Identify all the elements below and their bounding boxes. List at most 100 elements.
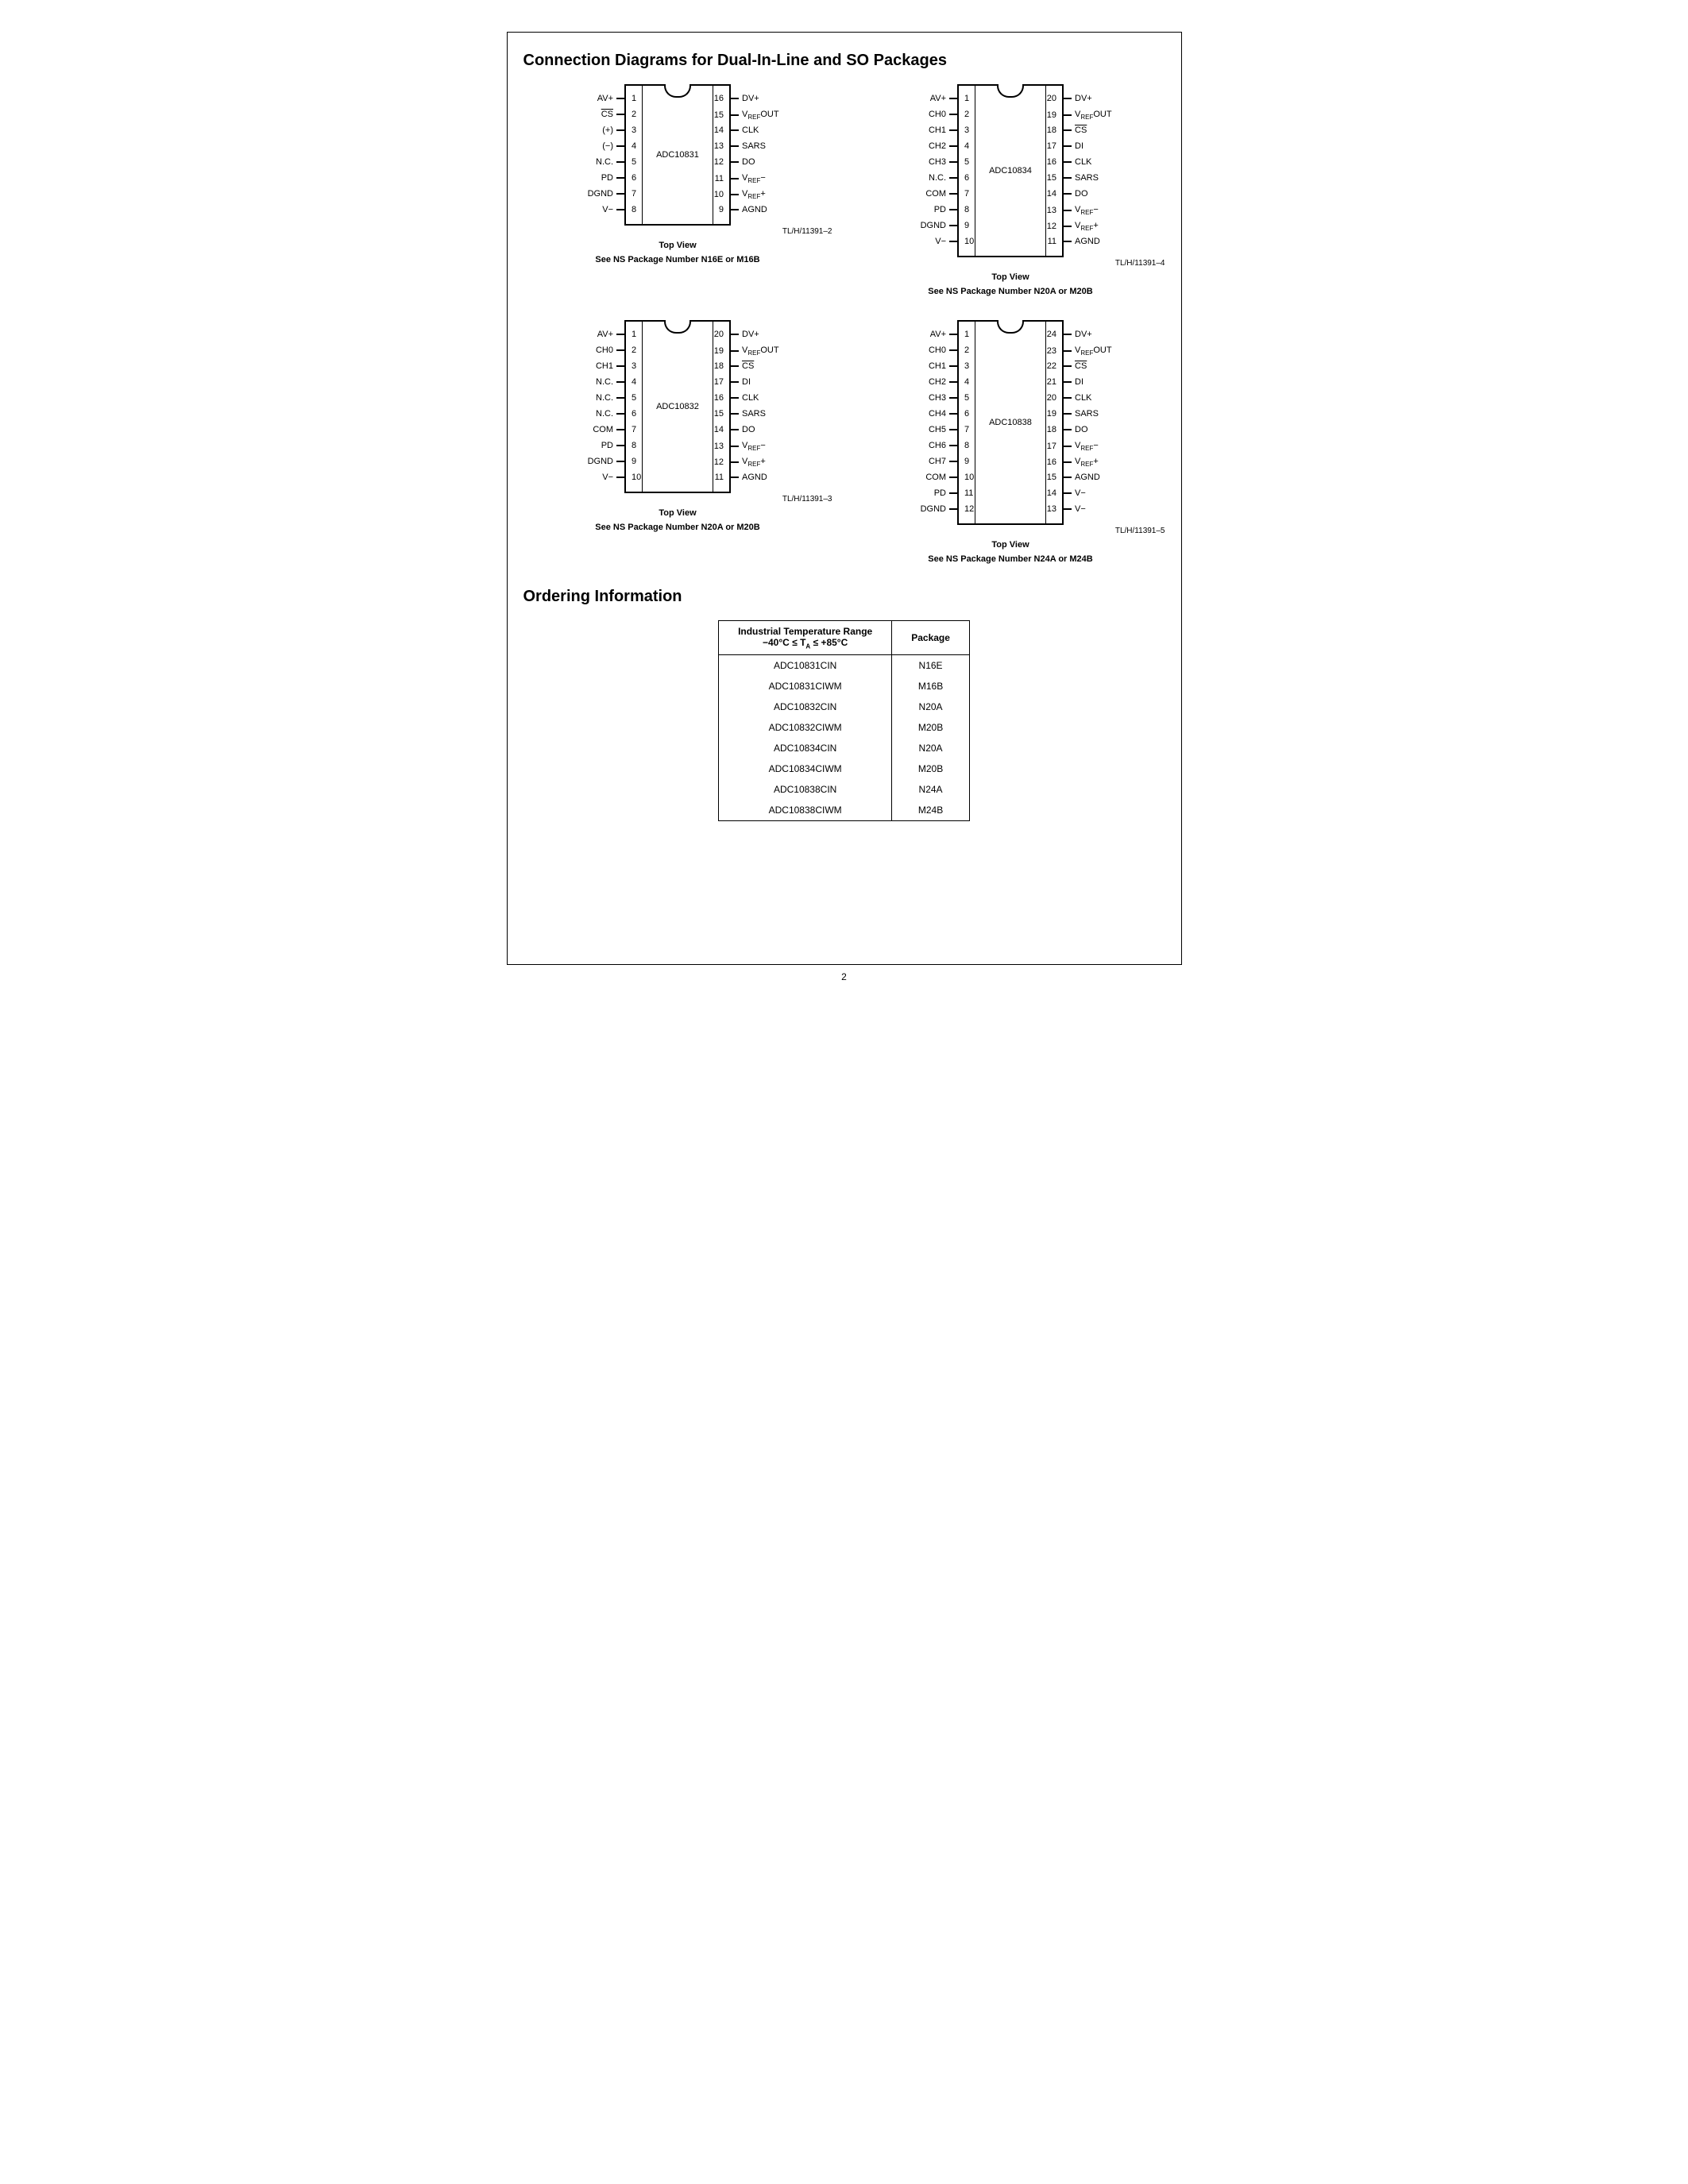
- pin: COM7: [911, 189, 959, 199]
- ordering-table: Industrial Temperature Range −40°C ≤ TA …: [718, 620, 970, 821]
- pin: 14V−: [1062, 488, 1110, 498]
- ordering-title: Ordering Information: [523, 588, 1165, 606]
- pin: V−10: [911, 237, 959, 246]
- pin-number: 16: [709, 93, 726, 104]
- pin: 14DO: [1062, 189, 1110, 199]
- pin-lead-icon: [949, 445, 959, 446]
- pin-number: 1: [962, 329, 979, 340]
- pin-lead-icon: [729, 350, 739, 352]
- pin-label: DGND: [911, 221, 949, 230]
- pin-number: 11: [962, 488, 979, 499]
- pin-lead-icon: [729, 194, 739, 195]
- pin-number: 7: [629, 188, 647, 199]
- pin: 14DO: [729, 425, 777, 434]
- pin-number: 10: [629, 472, 647, 483]
- pin-lead-icon: [1062, 241, 1072, 242]
- pin-label: VREFOUT: [1072, 345, 1115, 357]
- pin: 16CLK: [729, 393, 777, 403]
- pin-number: 12: [709, 457, 726, 468]
- pin-lead-icon: [949, 241, 959, 242]
- pin: CH02: [911, 110, 959, 119]
- pin-number: 18: [709, 361, 726, 372]
- chip-body: ADC10831AV+1CS2(+)3(−)4N.C.5PD6DGND7V−81…: [624, 84, 731, 226]
- table-row: ADC10831CINN16E: [719, 655, 970, 677]
- pin: 15SARS: [1062, 173, 1110, 183]
- pin-number: 9: [962, 456, 979, 467]
- pin-lead-icon: [616, 209, 626, 210]
- pin-number: 10: [962, 236, 979, 247]
- pin-number: 11: [1041, 236, 1059, 247]
- pin-number: 16: [1041, 457, 1059, 468]
- pin: (+)3: [578, 125, 626, 135]
- figure-reference: TL/H/11391–2: [782, 227, 832, 236]
- pin-label: CH0: [911, 110, 949, 119]
- chip-diagram: ADC10832AV+1CH02CH13N.C.4N.C.5N.C.6COM7P…: [523, 320, 832, 564]
- pin-label: CH6: [911, 441, 949, 450]
- pin-number: 10: [962, 472, 979, 483]
- pin-number: 7: [629, 424, 647, 435]
- pin-number: 2: [962, 109, 979, 120]
- pin-lead-icon: [949, 129, 959, 131]
- pin: 11AGND: [729, 473, 777, 482]
- pin-number: 15: [709, 110, 726, 121]
- pin-lead-icon: [949, 98, 959, 99]
- package-note: See NS Package Number N24A or M24B: [928, 554, 1092, 564]
- pin-number: 13: [1041, 504, 1059, 515]
- pin: CS2: [578, 110, 626, 119]
- pin-label: COM: [911, 473, 949, 482]
- pin-label: PD: [911, 205, 949, 214]
- pin: (−)4: [578, 141, 626, 151]
- pin-number: 13: [709, 441, 726, 452]
- table-row: ADC10834CIWMM20B: [719, 758, 970, 779]
- pin: 15AGND: [1062, 473, 1110, 482]
- pin-lead-icon: [949, 413, 959, 415]
- pin-lead-icon: [616, 114, 626, 115]
- pin-lead-icon: [949, 365, 959, 367]
- pin-label: VREF−: [739, 441, 777, 452]
- pin-lead-icon: [1062, 446, 1072, 447]
- pin-number: 5: [629, 392, 647, 403]
- table-row: ADC10838CIWMM24B: [719, 800, 970, 821]
- pin-lead-icon: [949, 225, 959, 226]
- pin: 13VREF−: [729, 441, 777, 452]
- pin-lead-icon: [1062, 429, 1072, 430]
- top-view-label: Top View: [659, 241, 696, 250]
- pin-number: 3: [962, 361, 979, 372]
- pin-label: CH3: [911, 393, 949, 403]
- pin-lead-icon: [729, 334, 739, 335]
- pin-label: CH0: [578, 345, 616, 355]
- pin: N.C.6: [578, 409, 626, 419]
- pin-number: 8: [629, 440, 647, 451]
- pin-number: 12: [709, 156, 726, 168]
- pin-label: (−): [578, 141, 616, 151]
- pin-number: 8: [962, 440, 979, 451]
- pin-number: 15: [1041, 472, 1059, 483]
- pin-lead-icon: [1062, 161, 1072, 163]
- pin-lead-icon: [729, 397, 739, 399]
- pin: DGND9: [911, 221, 959, 230]
- section-title: Connection Diagrams for Dual-In-Line and…: [523, 52, 1165, 70]
- pin-lead-icon: [729, 129, 739, 131]
- part-number: ADC10838CIWM: [719, 800, 892, 821]
- pin-label: CLK: [1072, 393, 1110, 403]
- pin-lead-icon: [729, 413, 739, 415]
- pin: 12DO: [729, 157, 777, 167]
- pin-label: CH2: [911, 141, 949, 151]
- pin-label: VREFOUT: [1072, 110, 1115, 121]
- pin: 19VREFOUT: [729, 345, 782, 357]
- pin: AV+1: [911, 94, 959, 103]
- pin-label: V−: [578, 205, 616, 214]
- pin-label: V−: [578, 473, 616, 482]
- pin-number: 7: [962, 188, 979, 199]
- figure-reference: TL/H/11391–4: [1115, 259, 1165, 268]
- pin-label: DV+: [739, 330, 777, 339]
- pin-label: DO: [739, 157, 777, 167]
- pin-lead-icon: [616, 177, 626, 179]
- package-code: M16B: [892, 676, 970, 696]
- pin: PD8: [578, 441, 626, 450]
- pin-lead-icon: [616, 397, 626, 399]
- pin-number: 14: [709, 424, 726, 435]
- pin-lead-icon: [949, 492, 959, 494]
- pin-number: 7: [962, 424, 979, 435]
- pin-label: SARS: [739, 409, 777, 419]
